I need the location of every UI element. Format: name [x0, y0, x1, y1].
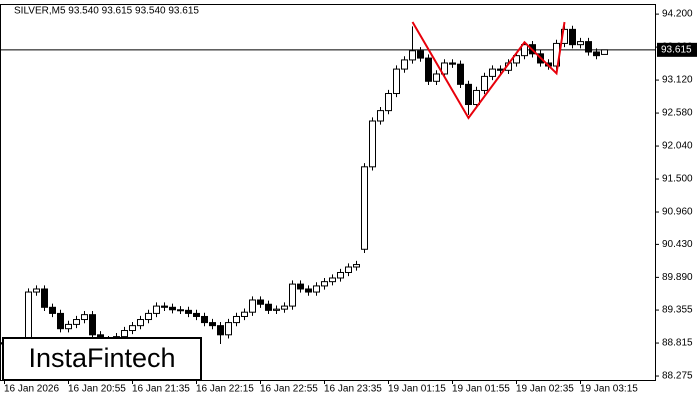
candle-body [473, 89, 480, 106]
candle-body [289, 283, 296, 307]
pattern-line [411, 21, 566, 120]
candle-body [377, 110, 384, 122]
candle-body [313, 285, 320, 293]
candle-body [65, 323, 72, 330]
candle-body [177, 309, 184, 312]
y-tick-label: 92.580 [662, 108, 693, 119]
x-tick-label: 19 Jan 02:35 [516, 384, 574, 395]
y-tick-label: 89.355 [662, 305, 693, 316]
candle-body [33, 288, 40, 293]
watermark: InstaFintech [2, 337, 202, 381]
candle-body [121, 330, 128, 338]
candle-body [129, 325, 136, 332]
y-tick-label: 90.960 [662, 207, 693, 218]
candle-body [161, 305, 168, 308]
watermark-text: InstaFintech [28, 343, 175, 373]
y-tick-label: 88.815 [662, 338, 693, 349]
y-tick-label: 91.500 [662, 174, 693, 185]
x-tick-label: 16 Jan 23:35 [324, 384, 382, 395]
y-tick-label: 94.200 [662, 9, 693, 20]
candle-body [409, 50, 416, 61]
candle-body [489, 68, 496, 77]
x-tick-label: 16 Jan 2026 [4, 384, 59, 395]
last-price-label: 93.615 [661, 44, 692, 55]
candle-body [265, 303, 272, 311]
candle-body [169, 306, 176, 311]
candle-body [297, 283, 304, 290]
candle-body [153, 305, 160, 314]
plot-frame [0, 4, 656, 381]
candle-body [369, 120, 376, 168]
candle-body [601, 49, 608, 55]
candle-body [585, 41, 592, 53]
candle-body [185, 309, 192, 314]
candle-body [281, 305, 288, 310]
candle-body [233, 315, 240, 324]
candle-body [497, 68, 504, 71]
candle-body [441, 62, 448, 75]
candle-body [89, 314, 96, 336]
candle-body [41, 288, 48, 308]
candle-body [361, 166, 368, 250]
candle-body [81, 314, 88, 321]
candle-body [209, 322, 216, 327]
candle-body [305, 288, 312, 293]
candle-body [481, 75, 488, 91]
candle-body [249, 299, 256, 313]
candle-body [425, 57, 432, 82]
candle-body [257, 299, 264, 305]
candle-body [193, 312, 200, 317]
x-tick-label: 19 Jan 03:15 [580, 384, 638, 395]
candle-body [577, 41, 584, 46]
candle-body [513, 55, 520, 64]
candle-body [137, 319, 144, 327]
candle-body [417, 50, 424, 59]
x-tick-label: 19 Jan 01:55 [452, 384, 510, 395]
watermark-box [2, 337, 202, 381]
candle-body [329, 277, 336, 283]
candle-body [521, 44, 528, 57]
candle-body [225, 322, 232, 336]
candle-body [465, 83, 472, 106]
y-tick-label: 93.120 [662, 75, 693, 86]
x-tick-label: 16 Jan 21:35 [132, 384, 190, 395]
candle-body [145, 312, 152, 321]
candle-body [201, 315, 208, 324]
candle-body [385, 93, 392, 112]
candle-body [57, 312, 64, 330]
candle-body [241, 311, 248, 317]
x-tick-label: 16 Jan 20:55 [68, 384, 126, 395]
y-tick-label: 89.890 [662, 272, 693, 283]
candle-body [73, 319, 80, 325]
candle-body [49, 306, 56, 314]
y-tick-label: 88.275 [662, 371, 693, 382]
y-tick-label: 90.430 [662, 239, 693, 250]
x-tick-label: 16 Jan 22:55 [260, 384, 318, 395]
candle-body [337, 271, 344, 279]
last-price-box [657, 42, 697, 57]
candle-body [569, 28, 576, 46]
candle-body [401, 59, 408, 70]
candle-body [25, 291, 32, 345]
candle-body [457, 63, 464, 85]
candle-body [321, 281, 328, 287]
candle-body [393, 68, 400, 95]
candle-body [433, 73, 440, 82]
y-tick-label: 92.040 [662, 141, 693, 152]
candle-body [593, 51, 600, 57]
candle-body [345, 266, 352, 273]
candle-body [217, 325, 224, 336]
candle-body [353, 264, 360, 268]
candle-body [449, 62, 456, 65]
candle-body [273, 308, 280, 311]
chart-title: SILVER,M5 93.540 93.615 93.540 93.615 [14, 6, 199, 17]
x-tick-label: 19 Jan 01:15 [388, 384, 446, 395]
x-tick-label: 16 Jan 22:15 [196, 384, 254, 395]
